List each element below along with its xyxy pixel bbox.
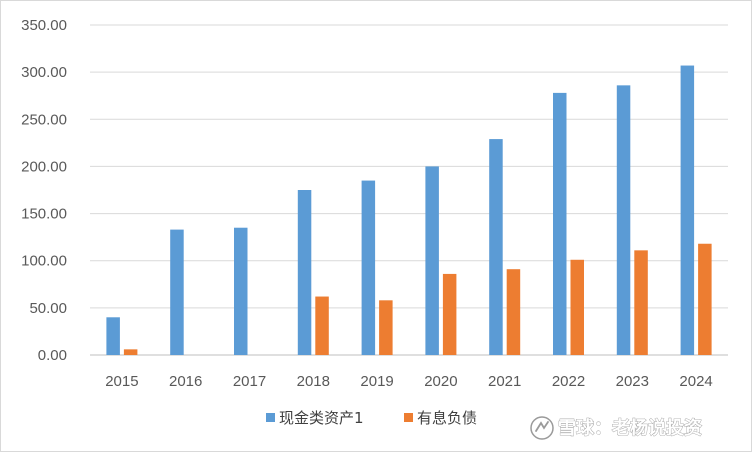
snowball-logo-icon [530,416,554,440]
bar-interest-debt-2020 [442,273,457,355]
bar-cash-assets-2023 [616,85,631,355]
legend: 现金类资产1 有息负债 [266,409,477,427]
bar-cash-assets-2020 [425,166,439,355]
x-tick-label: 2024 [679,373,712,390]
x-tick-label: 2021 [488,373,521,390]
y-tick-label: 150.00 [21,206,67,223]
bar-interest-debt-2023 [634,250,648,355]
legend-label: 有息负债 [417,409,477,427]
bar-interest-debt-2024 [698,243,712,355]
bar-cash-assets-2022 [553,92,567,355]
y-tick-label: 0.00 [38,347,67,364]
legend-swatch [266,413,275,422]
y-tick-label: 200.00 [21,158,67,175]
x-tick-label: 2016 [169,373,202,390]
bar-interest-debt-2022 [570,259,584,355]
legend-label: 现金类资产1 [279,409,364,427]
bar-interest-debt-2021 [506,269,521,355]
y-tick-label: 250.00 [21,111,67,128]
bar-interest-debt-2018 [315,296,329,355]
bar-interest-debt-2015 [123,349,138,355]
bar-cash-assets-2018 [297,190,312,355]
bar-cash-assets-2017 [234,227,248,355]
bar-cash-assets-2016 [170,229,184,355]
x-axis-ticks: 2015 2016 2017 2018 2019 2020 2021 2022 2023 2024 [105,373,713,390]
x-tick-label: 2022 [552,373,585,390]
x-tick-label: 2018 [297,373,330,390]
x-tick-label: 2015 [105,373,138,390]
x-tick-label: 2020 [424,373,457,390]
x-tick-label: 2019 [360,373,393,390]
watermark: 雪球：老杨说投资 [530,416,702,440]
legend-swatch [404,413,413,422]
y-tick-label: 50.00 [29,300,67,317]
y-axis-ticks: 0.00 50.00 100.00 150.00 200.00 250.00 300.00 3… [21,17,67,364]
y-tick-label: 350.00 [21,17,67,34]
bar-interest-debt-2019 [379,300,393,355]
bars [106,65,712,356]
bar-cash-assets-2019 [361,180,376,355]
y-tick-label: 100.00 [21,253,67,270]
bar-cash-assets-2024 [680,65,695,356]
y-tick-label: 300.00 [21,64,67,81]
x-tick-label: 2023 [616,373,649,390]
bar-cash-assets-2021 [489,139,503,355]
gridlines [90,24,728,356]
bar-cash-assets-2015 [106,317,120,355]
x-tick-label: 2017 [233,373,266,390]
watermark-text: 雪球：老杨说投资 [558,417,702,439]
